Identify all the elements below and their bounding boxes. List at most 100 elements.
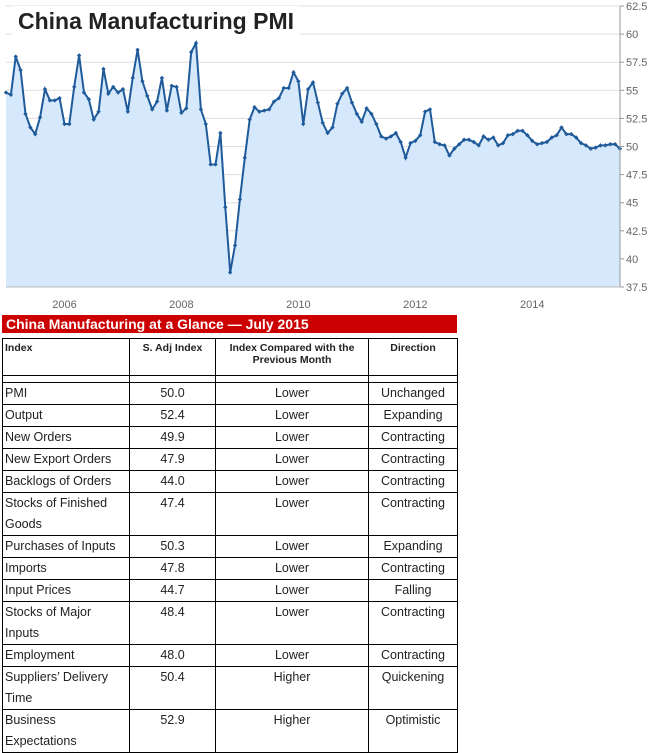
- pmi-point: [296, 79, 301, 84]
- pmi-point: [91, 117, 96, 122]
- table-row: Stocks of Finished Goods 47.4 Lower Contrac…: [2, 492, 458, 536]
- table-row: Purchases of Inputs 50.3 Lower Expanding: [2, 535, 458, 558]
- pmi-point: [393, 130, 399, 136]
- pmi-point: [135, 47, 140, 53]
- cell-compared: Lower: [215, 492, 369, 536]
- pmi-point: [111, 84, 116, 90]
- cell-index: Stocks of Major Inputs: [2, 601, 130, 645]
- pmi-point: [164, 108, 170, 113]
- pmi-point: [184, 106, 189, 111]
- pmi-point: [340, 91, 345, 96]
- pmi-point: [379, 134, 384, 139]
- pmi-point: [18, 67, 23, 73]
- pmi-point: [354, 111, 360, 117]
- pmi-area: [6, 43, 620, 287]
- pmi-point: [67, 121, 72, 127]
- x-tick-label: 2010: [286, 299, 310, 311]
- cell-adj-index: 50.0: [129, 382, 216, 405]
- spacer-cell: [368, 375, 458, 383]
- y-tick-label: 50: [626, 142, 638, 154]
- pmi-point: [369, 111, 374, 117]
- pmi-point: [188, 49, 194, 55]
- header-direction: Direction: [368, 338, 458, 376]
- cell-adj-index: 47.9: [129, 448, 216, 471]
- pmi-point: [154, 99, 160, 104]
- cell-compared: Higher: [215, 709, 369, 753]
- table-row: Business Expectations 52.9 Higher Optimisti…: [2, 709, 458, 753]
- pmi-point: [57, 95, 62, 101]
- y-tick-label: 55: [626, 85, 638, 97]
- cell-direction: Quickening: [368, 666, 458, 710]
- pmi-point: [461, 137, 467, 142]
- pmi-point: [418, 133, 423, 138]
- pmi-point: [456, 142, 462, 147]
- pmi-point: [554, 133, 559, 138]
- pmi-point: [437, 142, 442, 147]
- pmi-point: [286, 85, 291, 91]
- y-tick-label: 42.5: [626, 226, 647, 238]
- pmi-point: [427, 107, 433, 112]
- cell-index: Imports: [2, 557, 130, 580]
- cell-compared: Lower: [215, 404, 369, 427]
- table-row: Input Prices 44.7 Lower Falling: [2, 579, 458, 602]
- cell-direction: Contracting: [368, 601, 458, 645]
- pmi-point: [349, 100, 355, 105]
- cell-index: Output: [2, 404, 130, 427]
- cell-direction: Contracting: [368, 644, 458, 667]
- header-adj-index: S. Adj Index: [129, 338, 216, 376]
- pmi-point: [330, 125, 335, 130]
- pmi-point: [169, 83, 174, 89]
- pmi-point: [452, 146, 457, 151]
- chart-title: China Manufacturing PMI: [12, 6, 300, 37]
- pmi-point: [588, 146, 593, 151]
- pmi-point: [447, 153, 452, 158]
- pmi-point: [500, 140, 506, 146]
- header-index: Index: [2, 338, 130, 376]
- pmi-point: [578, 140, 584, 146]
- table-body: PMI 50.0 Lower Unchanged Output 52.4 Lower Expa…: [2, 375, 458, 753]
- y-tick-label: 62.5: [626, 1, 647, 13]
- y-tick-label: 60: [626, 29, 638, 41]
- cell-direction: Contracting: [368, 426, 458, 449]
- cell-direction: Contracting: [368, 470, 458, 493]
- pmi-point: [539, 140, 545, 146]
- y-tick-label: 40: [626, 254, 638, 266]
- y-tick-label: 57.5: [626, 57, 647, 69]
- pmi-point: [242, 155, 247, 160]
- pmi-point: [120, 86, 126, 92]
- pmi-point: [174, 84, 179, 90]
- y-tick-label: 45: [626, 198, 638, 210]
- cell-index: Business Expectations: [2, 709, 130, 753]
- pmi-point: [96, 109, 101, 114]
- pmi-point: [291, 70, 296, 75]
- pmi-point: [388, 134, 394, 139]
- table-row: Backlogs of Orders 44.0 Lower Contracting: [2, 470, 458, 493]
- pmi-point: [252, 104, 257, 110]
- pmi-point: [130, 75, 135, 81]
- pmi-point: [33, 131, 38, 137]
- pmi-point: [520, 128, 525, 133]
- header-compared: Index Compared with the Previous Month: [215, 338, 369, 376]
- pmi-point: [598, 143, 603, 148]
- pmi-point: [569, 131, 574, 137]
- cell-adj-index: 49.9: [129, 426, 216, 449]
- cell-compared: Lower: [215, 535, 369, 558]
- pmi-point: [432, 139, 438, 145]
- pmi-point: [237, 197, 243, 202]
- pmi-point: [534, 142, 540, 147]
- pmi-point: [276, 95, 282, 101]
- x-tick-label: 2008: [169, 299, 193, 311]
- pmi-point: [193, 40, 199, 46]
- pmi-point: [442, 143, 447, 148]
- cell-adj-index: 52.9: [129, 709, 216, 753]
- pmi-point: [320, 120, 325, 126]
- cell-adj-index: 47.8: [129, 557, 216, 580]
- pmi-point: [325, 130, 330, 136]
- spacer-cell: [129, 375, 216, 383]
- cell-index: Purchases of Inputs: [2, 535, 130, 558]
- cell-adj-index: 48.4: [129, 601, 216, 645]
- x-tick-label: 2014: [520, 299, 544, 311]
- pmi-point: [359, 119, 364, 124]
- pmi-point: [510, 131, 515, 137]
